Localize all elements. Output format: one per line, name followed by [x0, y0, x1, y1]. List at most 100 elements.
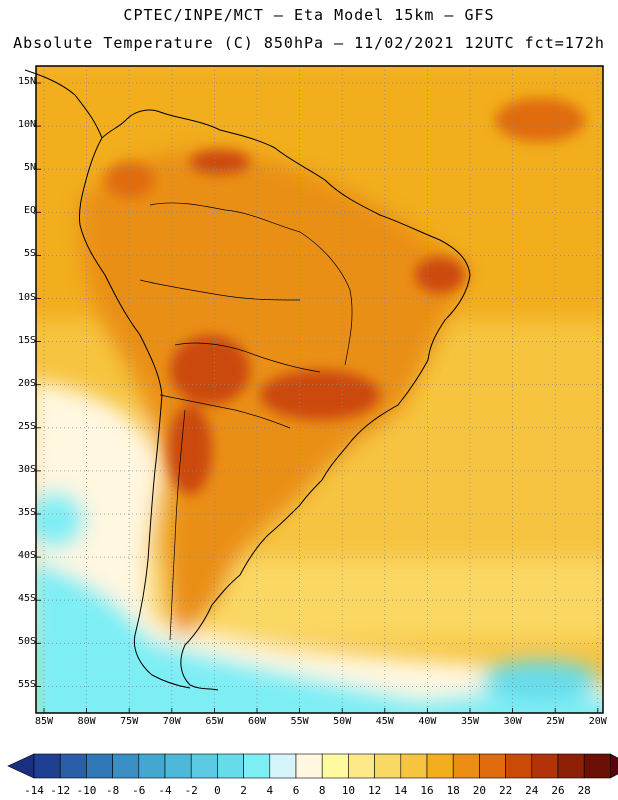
lat-label-15n: 15N — [17, 76, 36, 87]
colorbar-label: -4 — [158, 784, 172, 797]
lat-label-5s: 5S — [23, 248, 36, 260]
central-america-coast — [24, 69, 103, 139]
colorbar-swatch — [269, 753, 297, 779]
lat-label-15s: 15S — [17, 334, 36, 346]
lon-label-80w: 80W — [77, 716, 96, 727]
lon-label-20w: 20W — [588, 716, 607, 727]
hot-core-southeast — [260, 370, 380, 420]
title-line-2: Absolute Temperature (C) 850hPa – 11/02/… — [13, 34, 605, 52]
cold-pocket-west — [36, 492, 85, 548]
lat-label-10s: 10S — [17, 291, 36, 303]
lat-label-35s: 35S — [17, 507, 36, 518]
colorbar-swatch — [112, 753, 140, 779]
lon-label-55w: 55W — [290, 716, 309, 727]
lat-label-30s: 30S — [17, 463, 36, 475]
colorbar-swatch — [452, 753, 480, 779]
colorbar-swatch — [348, 753, 375, 779]
lon-label-45w: 45W — [375, 716, 394, 727]
colorbar-swatch — [164, 753, 192, 779]
border-bolivia — [174, 342, 321, 373]
colorbar-swatch — [59, 753, 87, 779]
hot-core-northeast — [415, 257, 465, 293]
lon-label-40w: 40W — [418, 716, 437, 727]
colorbar-label: -14 — [24, 784, 44, 797]
colorbar-right-arrow — [610, 753, 618, 779]
colorbar-swatch — [33, 753, 61, 779]
lon-label-25w: 25W — [546, 716, 565, 727]
lat-label-25s: 25S — [17, 420, 36, 432]
colorbar-label: 4 — [266, 784, 274, 797]
colorbar-left-arrow — [7, 753, 35, 779]
colorbar-swatch — [295, 753, 323, 779]
colorbar-label: 28 — [577, 784, 591, 797]
border-chile-argentina — [169, 409, 186, 641]
lat-label-10n: 10N — [17, 119, 36, 131]
lat-label-55s: 55S — [17, 679, 36, 691]
colorbar-swatch — [583, 753, 611, 779]
lat-label-40s: 40S — [17, 550, 36, 562]
lat-label-20s: 20S — [17, 377, 36, 389]
colorbar-swatch — [531, 753, 559, 779]
map-frame — [35, 65, 604, 714]
hot-core-chaco — [170, 335, 250, 405]
border-paraguay — [159, 394, 291, 429]
colorbar — [7, 753, 618, 779]
lon-label-85w: 85W — [34, 716, 54, 727]
lon-label-60w: 60W — [247, 716, 267, 727]
title-line-1: CPTEC/INPE/MCT – Eta Model 15km – GFS — [123, 6, 495, 24]
colorbar-label: 22 — [498, 784, 513, 797]
colorbar-label: 18 — [446, 784, 460, 797]
colorbar-swatch — [190, 753, 218, 779]
colorbar-label: -12 — [50, 784, 71, 797]
hot-core-argentina — [168, 405, 212, 495]
lat-label-eq: EQ — [23, 205, 36, 217]
colorbar-swatch — [400, 753, 428, 779]
cold-pocket-east — [480, 660, 600, 700]
colorbar-label: 0 — [214, 784, 221, 797]
lon-label-30w: 30W — [503, 716, 522, 727]
border-north — [149, 202, 301, 233]
colorbar-label: 20 — [472, 784, 487, 797]
lat-label-45s: 45S — [17, 593, 36, 605]
temperature-field — [36, 66, 603, 713]
colorbar-label: 6 — [292, 784, 300, 797]
colorbar-swatch — [243, 753, 271, 779]
atlantic-coast — [101, 109, 471, 691]
colorbar-label: -8 — [105, 784, 120, 797]
colorbar-swatch — [217, 753, 244, 779]
border-interior — [299, 231, 353, 366]
colorbar-swatch — [557, 753, 585, 779]
lon-label-35w: 35W — [460, 716, 480, 727]
warm-core-atlantic — [495, 98, 585, 142]
colorbar-label: 16 — [420, 784, 434, 797]
colorbar-label: 10 — [341, 784, 356, 797]
colorbar-label: -10 — [76, 784, 97, 797]
colorbar-swatch — [321, 753, 349, 779]
colorbar-label: -6 — [132, 784, 146, 797]
lon-label-75w: 75W — [120, 716, 139, 727]
colorbar-swatch — [86, 753, 113, 779]
colorbar-swatch — [138, 753, 166, 779]
colorbar-swatch — [505, 753, 533, 779]
colorbar-label: 8 — [318, 784, 326, 797]
cold-core — [36, 561, 603, 713]
colorbar-label: 12 — [367, 784, 382, 797]
colorbar-label: -2 — [184, 784, 198, 797]
lat-label-5n: 5N — [23, 162, 36, 174]
colorbar-label: 14 — [394, 784, 408, 797]
warm-core-colombia — [105, 162, 155, 198]
lat-label-50s: 50S — [17, 636, 36, 648]
country-borders — [139, 202, 353, 641]
colorbar-swatch — [374, 753, 402, 779]
border-peru-brazil — [139, 279, 301, 301]
lon-label-50w: 50W — [333, 716, 352, 727]
colorbar-label: 26 — [551, 784, 565, 797]
hot-core-venezuela — [190, 150, 250, 174]
colorbar-label: 24 — [525, 784, 539, 797]
colorbar-label: 2 — [240, 784, 247, 797]
lon-label-70w: 70W — [162, 716, 181, 727]
lon-label-65w: 65W — [205, 716, 224, 727]
graticule — [36, 66, 603, 713]
colorbar-swatch — [426, 753, 454, 779]
